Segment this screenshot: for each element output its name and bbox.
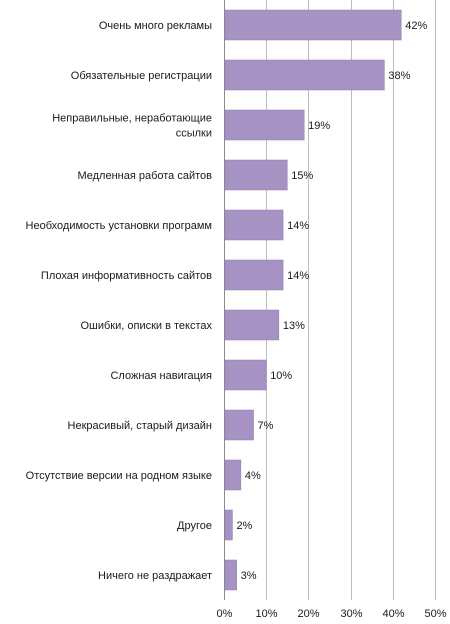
- bar: [224, 409, 254, 441]
- bar: [224, 259, 284, 291]
- bar: [224, 59, 385, 91]
- gridlines: [224, 0, 436, 600]
- bar: [224, 209, 284, 241]
- bar: [224, 509, 233, 541]
- data-label: 3%: [241, 570, 257, 582]
- data-label: 4%: [245, 470, 261, 482]
- x-tick-label: 0%: [217, 608, 233, 620]
- bar: [224, 309, 280, 341]
- x-tick-label: 30%: [340, 608, 362, 620]
- category-label: Медленная работа сайтов: [77, 170, 212, 182]
- data-label: 42%: [405, 20, 427, 32]
- x-tick-label: 50%: [424, 608, 446, 620]
- data-label: 38%: [388, 70, 410, 82]
- category-label: ссылки: [176, 128, 212, 140]
- data-label: 19%: [308, 120, 330, 132]
- category-label: Ничего не раздражает: [98, 570, 212, 582]
- category-label: Сложная навигация: [110, 370, 212, 382]
- category-label: Некрасивый, старый дизайн: [68, 420, 212, 432]
- category-labels: Очень много рекламы Обязательные регистра…: [26, 20, 213, 582]
- data-label: 2%: [236, 520, 252, 532]
- data-label: 10%: [270, 370, 292, 382]
- bar: [224, 159, 288, 191]
- category-label: Плохая информативность сайтов: [41, 270, 212, 282]
- x-tick-label: 40%: [382, 608, 404, 620]
- data-label: 7%: [258, 420, 274, 432]
- category-label: Неправильные, неработающие: [52, 113, 212, 125]
- bar: [224, 9, 402, 41]
- bar: [224, 459, 242, 491]
- category-label: Необходимость установки программ: [26, 220, 212, 232]
- category-label: Ошибки, описки в текстах: [80, 320, 212, 332]
- data-label: 15%: [291, 170, 313, 182]
- x-tick-label: 20%: [297, 608, 319, 620]
- bars: [224, 9, 402, 591]
- data-label: 14%: [287, 220, 309, 232]
- data-label: 13%: [283, 320, 305, 332]
- x-axis-ticks: 0% 10% 20% 30% 40% 50%: [217, 608, 447, 620]
- category-label: Отсутствие версии на родном языке: [26, 470, 212, 482]
- bar: [224, 109, 305, 141]
- bar: [224, 359, 267, 391]
- x-tick-label: 10%: [255, 608, 277, 620]
- category-label: Другое: [177, 520, 212, 532]
- category-label: Очень много рекламы: [99, 20, 212, 32]
- bar: [224, 559, 237, 591]
- category-label: Обязательные регистрации: [71, 70, 212, 82]
- value-labels: 42% 38% 19% 15% 14% 14% 13% 10% 7% 4% 2% 3%: [236, 20, 427, 582]
- data-label: 14%: [287, 270, 309, 282]
